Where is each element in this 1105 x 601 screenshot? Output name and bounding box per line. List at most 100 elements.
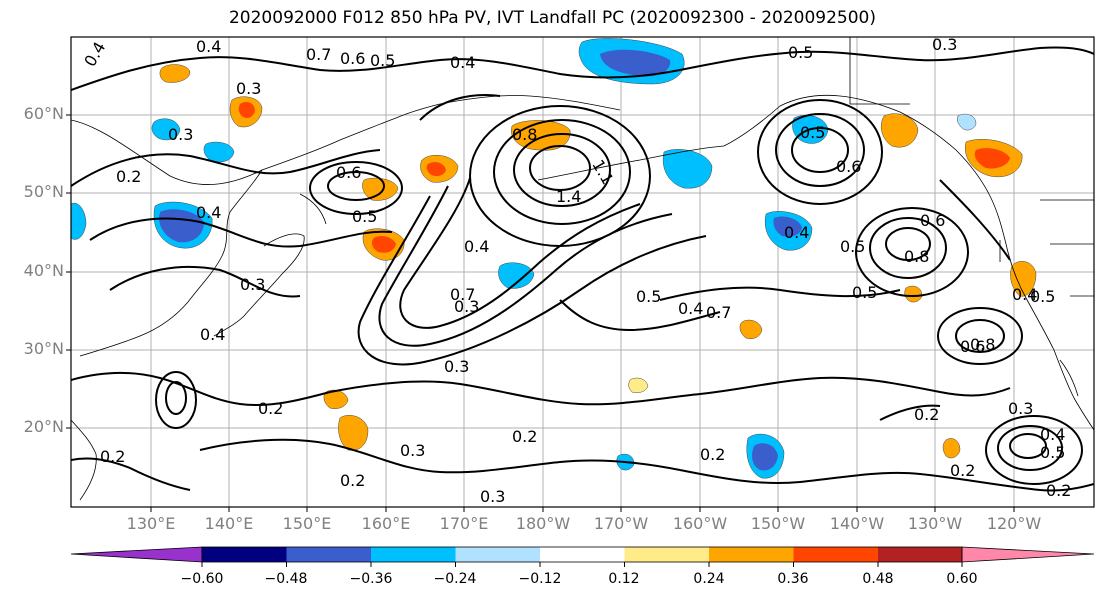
pos-patch: [904, 285, 923, 303]
contour-label: 0.3: [240, 275, 265, 294]
contour-label: 0.2: [1046, 481, 1071, 500]
colorbar-segment: [793, 547, 878, 562]
contour-label: 0.6: [340, 49, 365, 68]
neg-patch-strong: [600, 49, 671, 77]
lat-label: 20°N: [23, 417, 64, 436]
colorbar-label: −0.12: [518, 571, 562, 587]
pos-patch-strong: [426, 162, 446, 177]
pv-filled-patches: [71, 38, 1037, 479]
lon-label: 160°W: [672, 514, 728, 533]
contour-label: 0.2: [116, 167, 141, 186]
lon-label: 170°E: [439, 514, 489, 533]
pos-patch-strong: [238, 102, 255, 118]
pv-contours: [71, 46, 1094, 492]
contour-label: 0.2: [914, 405, 939, 424]
pos-patch: [362, 177, 399, 201]
lon-label: 130°W: [907, 514, 963, 533]
pos-patch: [881, 113, 919, 148]
contour-label: 0.5: [352, 207, 377, 226]
neg-patch: [203, 141, 235, 163]
neg-patch: [151, 118, 181, 141]
contour-label: 0.5: [852, 283, 877, 302]
contour-label: 0.5: [370, 51, 395, 70]
contour-label: 0.4: [196, 203, 221, 222]
contour-label: 0.2: [950, 461, 975, 480]
lon-label: 130°E: [126, 514, 176, 533]
contour-label: 1.4: [556, 187, 581, 206]
colorbar-label: 0.12: [608, 571, 640, 587]
colorbar-segment: [286, 547, 371, 562]
contour-label: 0.3: [400, 441, 425, 460]
contour-label: 0.3: [168, 125, 193, 144]
colorbar-label: −0.48: [264, 571, 308, 587]
contour-label: 0.4: [678, 299, 703, 318]
contour-label: 0.8: [970, 335, 995, 354]
colorbar-frame: [201, 546, 963, 563]
lat-label: 50°N: [23, 182, 64, 201]
colorbar-label: 0.36: [777, 571, 809, 587]
contour-label: 0.4: [1040, 425, 1065, 444]
pos-patch: [942, 438, 961, 459]
contour-label: 0.3: [236, 79, 261, 98]
neg-patch-strong: [752, 443, 778, 471]
contour-label: 0.4: [1012, 285, 1037, 304]
colorbar-segment: [371, 547, 456, 562]
colorbar-label: 0.24: [693, 571, 725, 587]
colorbar-label: 0.48: [862, 571, 894, 587]
contour-label: 0.5: [788, 43, 813, 62]
contour-label: 0.2: [700, 445, 725, 464]
neg-patch-strong: [773, 216, 802, 237]
contour-labels: 0.4 0.4 0.6 0.5 0.4 0.5 0.3 0.7 0.3 0.3 …: [80, 35, 1071, 506]
contour-label: 0.7: [706, 303, 731, 322]
pos-patch-strong: [974, 148, 1010, 169]
lon-label: 170°W: [593, 514, 649, 533]
colorbar-extend-low: [70, 546, 203, 563]
pos-patch: [1010, 261, 1037, 297]
colorbar-segment: [540, 547, 625, 562]
pos-patch: [159, 64, 191, 83]
neg-patch-light: [956, 113, 977, 131]
map-title: 2020092000 F012 850 hPa PV, IVT Landfall…: [228, 8, 876, 28]
pos-patch-light: [628, 377, 649, 393]
contour-label: 0.4: [196, 37, 221, 56]
colorbar-segment: [878, 547, 962, 562]
contour-label: 0.5: [840, 237, 865, 256]
contour-label: 0.8: [512, 125, 537, 144]
colorbar-label: −0.36: [349, 571, 393, 587]
lon-label: 140°W: [829, 514, 885, 533]
contour-label: 0.6: [920, 211, 945, 230]
colorbar-segment: [202, 547, 287, 562]
contour-label: 0.4: [784, 223, 809, 242]
contour-label: 0.3: [1008, 399, 1033, 418]
colorbar-extend-high: [961, 546, 1095, 563]
contour-label: 0.6: [336, 163, 361, 182]
contour-label: 0.3: [454, 297, 479, 316]
contour-label: 0.5: [1040, 443, 1065, 462]
lon-label: 180°W: [515, 514, 571, 533]
contour-label: 0.8: [904, 247, 929, 266]
axis-ticks: [66, 114, 1015, 512]
contour-label: 0.3: [444, 357, 469, 376]
pos-patch: [739, 319, 763, 339]
contour-label: 0.6: [836, 157, 861, 176]
lon-label: 120°W: [986, 514, 1042, 533]
coastlines: [71, 37, 1094, 501]
contour-label: 0.7: [450, 285, 475, 304]
colorbar-segment: [624, 547, 709, 562]
contour-label: 0.7: [306, 45, 331, 64]
colorbar-label: 0.60: [946, 571, 978, 587]
contour-label: 0.5: [1030, 287, 1055, 306]
lon-label: 140°E: [204, 514, 254, 533]
pos-patch: [338, 415, 369, 451]
colorbar: [70, 546, 1095, 567]
contour-label: 0.4: [464, 237, 489, 256]
lat-label: 30°N: [23, 339, 64, 358]
contour-label: 0.5: [636, 287, 661, 306]
lat-label: 60°N: [23, 104, 64, 123]
colorbar-label: −0.60: [180, 571, 224, 587]
contour-label: 0.6: [960, 337, 985, 356]
lon-label: 150°W: [750, 514, 806, 533]
colorbar-segment: [709, 547, 794, 562]
lon-label: 150°E: [282, 514, 332, 533]
